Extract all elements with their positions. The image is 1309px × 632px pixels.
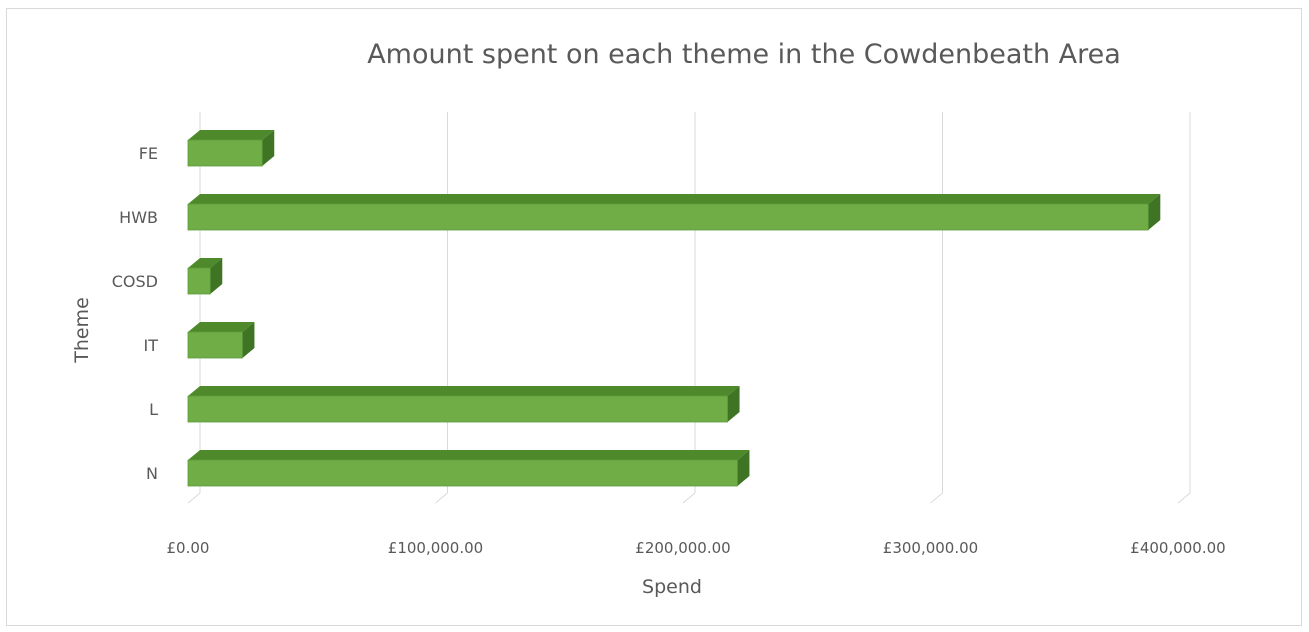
gridline-depth	[1177, 492, 1191, 504]
gridline-depth	[930, 492, 943, 504]
bar-top-face	[188, 322, 255, 332]
bar-top-face	[188, 386, 740, 396]
bar-front-face	[187, 203, 1149, 231]
chart-title: Amount spent on each theme in the Cowden…	[367, 39, 1121, 70]
bar-cosd	[187, 258, 223, 295]
bar-front-face	[187, 331, 243, 359]
chart-frame	[6, 8, 1302, 626]
category-label: COSD	[112, 272, 158, 291]
category-label: FE	[139, 144, 158, 163]
bar-hwb	[187, 194, 1161, 231]
bar-l	[187, 386, 740, 423]
x-tick-labels: £0.00 £100,000.00 £200,000.00 £300,000.00 £4…	[167, 539, 1226, 557]
bar-top-face	[188, 194, 1161, 204]
bar-top-face	[188, 258, 223, 268]
x-tick-label: £0.00	[167, 539, 210, 557]
x-axis-title: Spend	[642, 576, 702, 598]
category-label: IT	[144, 336, 159, 355]
bar-end-face	[210, 258, 223, 294]
bar-end-face	[737, 450, 750, 486]
x-tick-label: £200,000.00	[635, 539, 730, 557]
bar-fe	[187, 130, 275, 167]
bar-n	[187, 450, 750, 487]
bar-end-face	[242, 322, 255, 358]
bar-top-face	[188, 130, 275, 140]
category-label: N	[146, 464, 158, 483]
y-axis-title: Theme	[71, 297, 93, 364]
bar-front-face	[187, 139, 263, 167]
bar-end-face	[262, 130, 275, 166]
bar-front-face	[187, 395, 728, 423]
gridline-depth	[435, 492, 448, 504]
bar-end-face	[1148, 194, 1161, 230]
x-tick-label: £300,000.00	[883, 539, 978, 557]
category-label: L	[149, 400, 158, 419]
category-label: HWB	[119, 208, 158, 227]
category-labels: FE HWB COSD IT L N	[112, 144, 158, 483]
bar-front-face	[187, 459, 738, 487]
bar-front-face	[187, 267, 211, 295]
bars	[187, 130, 1161, 487]
x-tick-label: £100,000.00	[388, 539, 483, 557]
bar-it	[187, 322, 255, 359]
gridlines	[187, 112, 1191, 504]
bar-end-face	[727, 386, 740, 422]
x-tick-label: £400,000.00	[1130, 539, 1225, 557]
gridline-depth	[682, 492, 696, 504]
gridline-depth	[187, 492, 201, 504]
bar-top-face	[188, 450, 750, 460]
